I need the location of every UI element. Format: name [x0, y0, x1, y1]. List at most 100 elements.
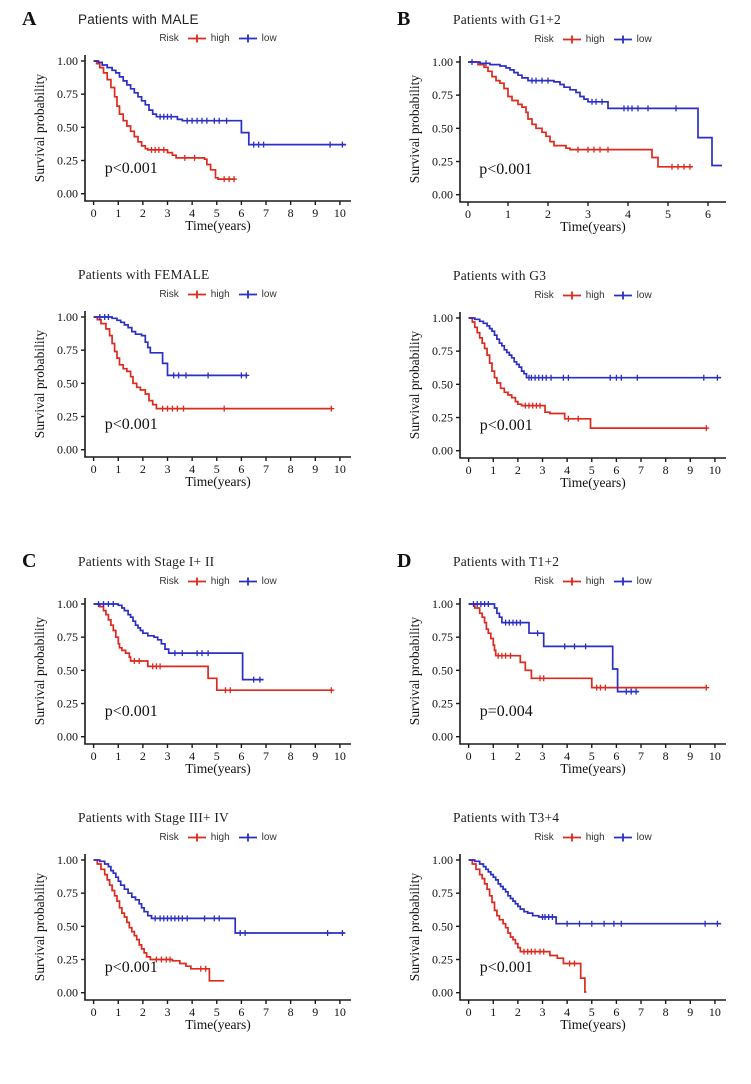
censor-mark: [633, 688, 640, 695]
censor-mark: [250, 676, 257, 683]
axes: [84, 311, 351, 458]
y-tick-label: 0.00: [57, 986, 78, 1000]
y-tick-label: 0.50: [432, 377, 453, 391]
legend-item-low: low: [613, 832, 652, 843]
x-tick-label: 5: [665, 207, 671, 221]
km-plot: 0.00 0.25 0.50 0.75 1.00 0 1 2 3 4 5 6 7 8 9 10 Time(yea…: [32, 597, 351, 776]
x-tick-label: 3: [165, 1005, 171, 1019]
legend-label-low: low: [636, 575, 652, 587]
axes: [459, 56, 726, 203]
censor-mark: [635, 105, 641, 112]
y-tick-label: 0.25: [57, 410, 78, 424]
x-tick-label: 7: [263, 206, 269, 220]
y-tick-label: 0.25: [57, 697, 78, 711]
chart-title: Patients with G3: [453, 268, 547, 283]
p-value-label: p<0.001: [105, 416, 158, 433]
low-risk-curve: [468, 859, 722, 925]
x-tick-label: 1: [115, 206, 121, 220]
high-risk-curve: [468, 603, 708, 689]
censor-mark: [227, 687, 234, 694]
x-tick-label: 10: [334, 1005, 346, 1019]
chart-title: Patients with T1+2: [453, 554, 560, 569]
x-tick-label: 9: [312, 749, 318, 763]
axes: [84, 55, 351, 202]
censor-mark: [256, 676, 263, 683]
censor-mark: [575, 415, 582, 422]
legend-item-high: high: [562, 832, 605, 843]
x-tick-label: 6: [613, 1005, 619, 1019]
low-risk-curve: [93, 603, 264, 681]
y-tick-label: 0.00: [57, 187, 78, 201]
panel-group-b: B Patients with G1+2 Risk high low 0.00 0.25 0…: [375, 0, 751, 542]
x-tick-label: 4: [564, 1005, 570, 1019]
panel-letter-b: B: [397, 8, 411, 30]
y-tick-label: 0.25: [57, 154, 78, 168]
legend-label-low: low: [636, 831, 652, 843]
legend-censor-marker-icon: [238, 34, 257, 42]
axes: [459, 854, 726, 1001]
chart-title: Patients with G1+2: [453, 12, 561, 27]
legend-censor-marker-icon: [238, 833, 257, 841]
censor-mark: [105, 314, 112, 320]
censor-mark: [591, 146, 597, 153]
p-value-label: p<0.001: [480, 417, 533, 434]
x-tick-label: 3: [165, 749, 171, 763]
x-tick-label: 1: [505, 207, 511, 221]
legend-label-high: high: [210, 32, 230, 44]
y-axis-label: Survival probability: [407, 75, 422, 184]
km-chart-stage-1-2: Patients with Stage I+ II Risk high low 0.00…: [30, 554, 365, 786]
legend-item-high: high: [187, 33, 230, 44]
km-chart-g1-2: Patients with G1+2 Risk high low 0.00 0.25 0.5…: [405, 12, 740, 244]
legend-item-low: low: [613, 576, 652, 587]
y-tick-label: 1.00: [432, 597, 453, 611]
legend-item-low: low: [238, 289, 277, 300]
censor-mark: [702, 920, 709, 927]
censor-mark: [549, 914, 556, 920]
censor-mark: [242, 930, 249, 936]
censor-mark: [537, 402, 543, 409]
y-tick-label: 0.75: [432, 886, 453, 900]
risk-legend: Risk high low: [30, 572, 360, 590]
x-tick-label: 3: [540, 1005, 546, 1019]
legend-censor-marker-icon: [187, 290, 206, 298]
x-tick-label: 0: [465, 207, 471, 221]
legend-title: Risk: [159, 32, 179, 44]
censor-mark: [517, 619, 524, 626]
legend-title: Risk: [159, 575, 179, 587]
censor-mark: [180, 405, 187, 412]
censor-mark: [160, 146, 167, 153]
x-tick-label: 5: [214, 462, 220, 476]
legend-censor-marker-icon: [562, 291, 581, 299]
x-tick-label: 3: [165, 462, 171, 476]
y-tick-label: 1.00: [57, 310, 78, 324]
km-chart-g3: Patients with G3 Risk high low 0.00 0.25 0.50 0…: [405, 268, 740, 500]
censor-mark: [174, 405, 181, 412]
y-tick-label: 0.25: [432, 953, 453, 967]
risk-legend: Risk high low: [405, 572, 735, 590]
x-tick-label: 6: [238, 1005, 244, 1019]
censor-mark: [539, 77, 545, 84]
censor-mark: [618, 374, 625, 381]
censor-mark: [540, 948, 547, 955]
censor-mark: [571, 643, 578, 650]
legend-censor-marker-icon: [562, 833, 581, 841]
x-tick-label: 8: [288, 462, 294, 476]
panel-letter-a: A: [22, 8, 37, 30]
x-tick-label: 4: [189, 1005, 195, 1019]
low-risk-curve: [93, 316, 248, 377]
low-risk-curve: [93, 859, 345, 934]
x-tick-label: 6: [238, 206, 244, 220]
x-axis-label: Time(years): [560, 761, 626, 776]
x-tick-label: 3: [165, 206, 171, 220]
x-tick-label: 10: [709, 749, 721, 763]
y-tick-label: 0.25: [432, 411, 453, 425]
censor-mark: [681, 163, 687, 170]
x-tick-label: 2: [140, 1005, 146, 1019]
y-axis-label: Survival probability: [407, 873, 422, 982]
legend-item-low: low: [238, 576, 277, 587]
x-tick-label: 2: [140, 206, 146, 220]
x-tick-label: 10: [334, 206, 346, 220]
y-tick-label: 0.50: [57, 663, 78, 677]
km-plot: 0.00 0.25 0.50 0.75 1.00 0 1 2 3 4 5 6 Time(years) Su…: [407, 55, 726, 234]
p-value-label: p<0.001: [479, 161, 532, 178]
